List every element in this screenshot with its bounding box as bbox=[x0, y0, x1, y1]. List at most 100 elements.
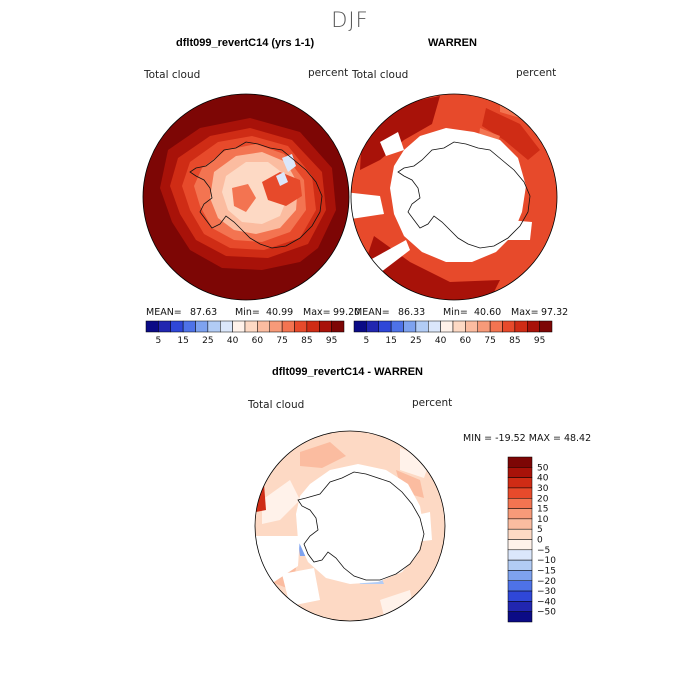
model-colorbar: 5 15 25 40 60 75 85 95 bbox=[145, 320, 345, 346]
obs-units-label: percent bbox=[516, 67, 557, 79]
diff-colorbar-tick-label: 10 bbox=[537, 515, 549, 525]
model-field-blue-patch-2 bbox=[276, 172, 288, 186]
diff-units-label: percent bbox=[412, 397, 453, 409]
diff-colorbar-tick-label: 50 bbox=[537, 463, 549, 473]
model-max-label: Max= bbox=[303, 307, 331, 318]
model-colorbar-tick-label: 75 bbox=[276, 336, 287, 346]
model-colorbar-tick-label: 60 bbox=[252, 336, 264, 346]
diff-colorbar-swatch bbox=[507, 467, 533, 478]
model-colorbar-swatch bbox=[319, 320, 332, 333]
obs-colorbar-tick-label: 75 bbox=[484, 336, 495, 346]
model-colorbar-swatch bbox=[294, 320, 308, 333]
model-max-value: 99.20 bbox=[333, 307, 361, 318]
diff-colorbar-swatch bbox=[507, 559, 533, 571]
diff-colorbar-swatch bbox=[507, 518, 533, 530]
obs-min-label: Min= bbox=[443, 307, 468, 318]
obs-field-band-dark-nw bbox=[360, 96, 440, 170]
obs-colorbar: 5 15 25 40 60 75 85 95 bbox=[353, 320, 553, 346]
obs-colorbar-tick-label: 40 bbox=[435, 336, 447, 346]
obs-colorbar-swatch bbox=[477, 320, 491, 333]
diff-colorbar-swatch bbox=[507, 601, 533, 612]
obs-colorbar-swatch bbox=[415, 320, 429, 333]
obs-field-missing-west-1 bbox=[351, 192, 384, 220]
model-mean-value: 87.63 bbox=[190, 307, 218, 318]
obs-colorbar-swatch bbox=[465, 320, 478, 333]
model-colorbar-swatch bbox=[331, 320, 345, 333]
diff-colorbar-swatch bbox=[507, 570, 533, 581]
obs-colorbar-swatch bbox=[514, 320, 528, 333]
obs-colorbar-swatch bbox=[489, 320, 503, 333]
season-title: DJF bbox=[331, 8, 369, 32]
diff-colorbar-swatch bbox=[507, 611, 533, 623]
model-variable-label: Total cloud bbox=[144, 69, 201, 81]
obs-antarctica-coastline bbox=[397, 141, 531, 249]
diff-colorbar-tick-label: −30 bbox=[537, 587, 556, 597]
model-colorbar-swatch bbox=[306, 320, 320, 333]
model-colorbar-swatch bbox=[257, 320, 270, 333]
diff-colorbar-tick-label: 0 bbox=[537, 536, 543, 546]
diff-colorbar-tick-label: 30 bbox=[537, 484, 549, 494]
obs-max-value: 97.32 bbox=[541, 307, 569, 318]
obs-max-label: Max= bbox=[511, 307, 539, 318]
obs-field-missing-se bbox=[506, 220, 532, 240]
diff-colorbar-swatch bbox=[507, 477, 533, 489]
obs-field-band-dark-ne bbox=[482, 108, 540, 160]
model-colorbar-swatch bbox=[158, 320, 171, 333]
diff-colorbar-tick-label: −50 bbox=[537, 608, 556, 618]
diff-field-white-patch-1 bbox=[262, 480, 300, 524]
diff-colorbar-swatch bbox=[507, 590, 533, 602]
model-colorbar-swatch bbox=[244, 320, 258, 333]
model-colorbar-swatch bbox=[145, 320, 159, 333]
obs-colorbar-swatch bbox=[440, 320, 454, 333]
diff-field-orange-patch-1 bbox=[300, 442, 346, 468]
obs-field-missing-sw bbox=[370, 240, 410, 276]
diff-colorbar-tick-label: 40 bbox=[537, 474, 549, 484]
obs-colorbar-swatch bbox=[527, 320, 540, 333]
diff-colorbar-tick-label: −20 bbox=[537, 577, 556, 587]
obs-colorbar-tick-label: 25 bbox=[410, 336, 421, 346]
model-map-border bbox=[142, 93, 350, 301]
obs-min-value: 40.60 bbox=[474, 307, 502, 318]
model-field-blob-west bbox=[232, 184, 256, 212]
diff-panel-title: dflt099_revertC14 - WARREN bbox=[272, 366, 423, 378]
model-min-value: 40.99 bbox=[266, 307, 294, 318]
model-min-label: Min= bbox=[235, 307, 260, 318]
diff-colorbar-tick-label: −40 bbox=[537, 597, 556, 607]
diff-map bbox=[254, 430, 446, 622]
model-colorbar-swatch bbox=[170, 320, 184, 333]
diff-colorbar-tick-label: −5 bbox=[537, 546, 550, 556]
obs-colorbar-swatch bbox=[428, 320, 441, 333]
obs-mean-value: 86.33 bbox=[398, 307, 426, 318]
model-mean-label: MEAN= bbox=[146, 307, 182, 318]
obs-colorbar-swatch bbox=[539, 320, 553, 333]
diff-colorbar-swatch bbox=[507, 456, 533, 468]
obs-map bbox=[350, 93, 558, 301]
model-map bbox=[142, 93, 350, 301]
obs-colorbar-tick-label: 85 bbox=[509, 336, 520, 346]
obs-field-missing-west-2 bbox=[380, 132, 404, 156]
obs-colorbar-tick-label: 60 bbox=[460, 336, 472, 346]
obs-colorbar-swatch bbox=[378, 320, 392, 333]
model-colorbar-tick-label: 25 bbox=[202, 336, 213, 346]
diff-colorbar-swatch bbox=[507, 498, 533, 509]
obs-variable-label: Total cloud bbox=[352, 69, 409, 81]
model-colorbar-swatch bbox=[232, 320, 246, 333]
diff-colorbar-swatch bbox=[507, 549, 533, 561]
model-colorbar-swatch bbox=[281, 320, 295, 333]
obs-colorbar-swatch bbox=[390, 320, 404, 333]
diff-colorbar-tick-label: 5 bbox=[537, 525, 543, 535]
model-colorbar-tick-label: 5 bbox=[156, 336, 162, 346]
model-colorbar-swatch bbox=[182, 320, 196, 333]
model-colorbar-swatch bbox=[207, 320, 221, 333]
diff-variable-label: Total cloud bbox=[248, 399, 305, 411]
obs-field-missing-interior bbox=[390, 128, 526, 262]
model-colorbar-tick-label: 95 bbox=[326, 336, 337, 346]
diff-colorbar-swatch bbox=[507, 580, 533, 592]
obs-panel-title: WARREN bbox=[428, 37, 477, 49]
obs-map-border bbox=[350, 93, 558, 301]
model-antarctica-coastline bbox=[189, 141, 323, 249]
diff-colorbar-swatch bbox=[507, 508, 533, 520]
model-colorbar-tick-label: 40 bbox=[227, 336, 239, 346]
diff-colorbar-swatch bbox=[507, 539, 533, 551]
